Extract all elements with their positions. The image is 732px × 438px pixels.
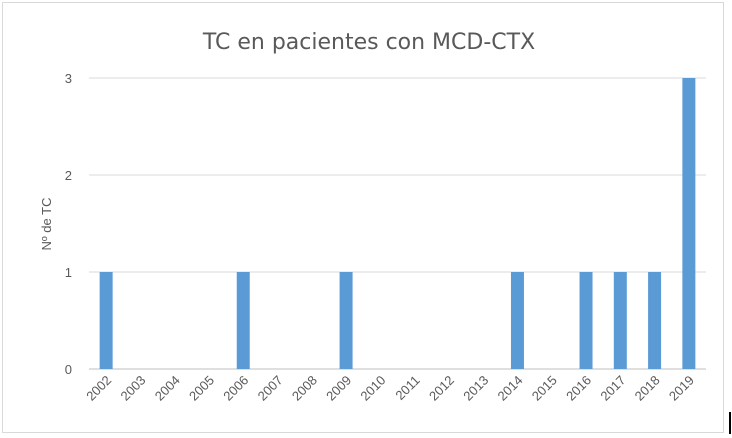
x-tick-label: 2004 bbox=[152, 373, 183, 404]
x-tick-label: 2006 bbox=[220, 373, 251, 404]
x-tick-label: 2018 bbox=[632, 373, 663, 404]
text-cursor bbox=[729, 412, 731, 434]
bars bbox=[99, 78, 696, 369]
x-tick-label: 2016 bbox=[563, 373, 594, 404]
y-axis-label: Nº de TC bbox=[39, 198, 54, 251]
x-tick-label: 2017 bbox=[597, 373, 628, 404]
bar-2014 bbox=[510, 272, 524, 369]
x-tick-label: 2011 bbox=[392, 373, 422, 403]
x-tick-label: 2009 bbox=[323, 373, 354, 404]
x-tick-label: 2015 bbox=[529, 373, 560, 404]
bar-2017 bbox=[613, 272, 627, 369]
y-tick-label: 1 bbox=[65, 265, 72, 280]
x-tick-label: 2013 bbox=[460, 373, 491, 404]
x-tick-label: 2005 bbox=[186, 373, 217, 404]
y-axis-ticks: 0 1 2 3 bbox=[65, 71, 72, 377]
bar-2002 bbox=[99, 272, 113, 369]
chart-title: TC en pacientes con MCD-CTX bbox=[202, 30, 535, 55]
bar-2009 bbox=[339, 272, 353, 369]
bar-2019 bbox=[682, 78, 696, 369]
x-tick-label: 2012 bbox=[426, 373, 457, 404]
x-tick-label: 2008 bbox=[289, 373, 320, 404]
chart-frame bbox=[2, 2, 724, 433]
bar-2016 bbox=[579, 272, 593, 369]
y-tick-label: 2 bbox=[65, 168, 72, 183]
x-tick-label: 2019 bbox=[666, 373, 697, 404]
x-tick-label: 2007 bbox=[255, 373, 286, 404]
x-tick-label: 2010 bbox=[357, 373, 388, 404]
x-tick-label: 2014 bbox=[495, 373, 526, 404]
bar-2018 bbox=[648, 272, 662, 369]
x-tick-label: 2003 bbox=[117, 373, 148, 404]
bar-2006 bbox=[236, 272, 250, 369]
gridlines bbox=[89, 77, 706, 370]
y-tick-label: 3 bbox=[65, 71, 72, 86]
y-tick-label: 0 bbox=[65, 362, 72, 377]
x-axis-ticks: 2002 2003 2004 2005 2006 2007 2008 2009 2010 2011… bbox=[83, 373, 697, 404]
x-tick-label: 2002 bbox=[83, 373, 114, 404]
